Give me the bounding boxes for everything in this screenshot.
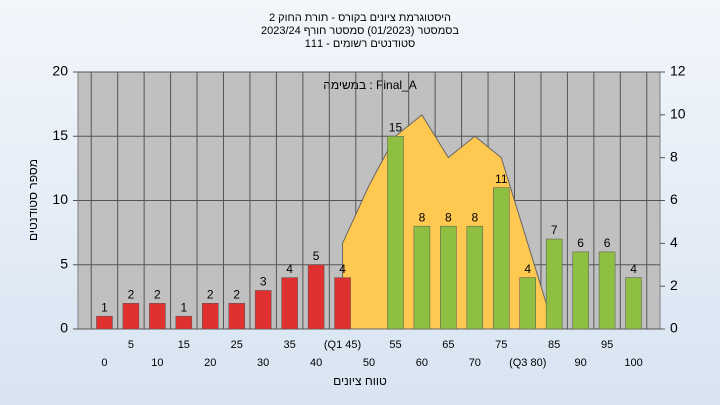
- x-tick-label: 20: [204, 357, 216, 369]
- bar: [440, 225, 457, 330]
- x-axis-label: טווח ציונים: [333, 374, 387, 388]
- y-tick-label: 10: [52, 191, 68, 207]
- x-tick-label: 25: [231, 339, 243, 351]
- y-tick-label: 5: [60, 255, 68, 271]
- bar: [149, 303, 166, 330]
- y-tick-label: 0: [60, 320, 68, 336]
- bar: [122, 303, 140, 330]
- bar: [254, 290, 272, 330]
- value-label: 11: [495, 172, 508, 186]
- x-tick-label: (Q3 80): [509, 357, 546, 369]
- bar: [466, 225, 484, 330]
- x-tick-label: 0: [101, 357, 107, 369]
- x-tick-label: 10: [151, 357, 163, 369]
- y2-tick-label: 8: [670, 148, 678, 164]
- bar: [413, 225, 431, 330]
- value-label: 4: [286, 262, 293, 276]
- value-label: 5: [313, 249, 320, 263]
- x-tick-label: 30: [257, 357, 269, 369]
- y-tick-label: 20: [52, 63, 68, 79]
- x-tick-label: (Q1 45): [324, 339, 361, 351]
- x-tick-label: 50: [363, 357, 375, 369]
- x-tick-label: 75: [495, 339, 507, 351]
- y2-tick-label: 6: [670, 191, 678, 207]
- value-label: 2: [207, 287, 214, 301]
- value-label: 2: [154, 287, 161, 301]
- bar: [334, 277, 351, 330]
- bar: [493, 187, 510, 330]
- x-tick-label: 60: [416, 357, 428, 369]
- x-tick-label: 100: [624, 357, 642, 369]
- x-tick-label: 55: [389, 339, 401, 351]
- value-label: 8: [419, 210, 426, 224]
- y-axis-label: מספר סטודנטים: [26, 159, 40, 241]
- x-tick-label: 5: [128, 339, 134, 351]
- bar: [281, 277, 298, 330]
- value-label: 4: [524, 262, 531, 276]
- x-tick-label: 90: [575, 357, 587, 369]
- x-tick-label: 40: [310, 357, 322, 369]
- chart-title: היסטוגרמת ציונים בקורס - תורת החוק 2: [269, 12, 451, 24]
- bar: [572, 251, 589, 330]
- bar: [307, 264, 325, 330]
- value-label: 2: [128, 287, 135, 301]
- value-label: 8: [471, 210, 478, 224]
- y2-tick-label: 10: [670, 106, 686, 122]
- value-label: 7: [551, 223, 558, 237]
- value-label: 15: [389, 120, 403, 134]
- value-label: 2: [233, 287, 240, 301]
- bar: [96, 315, 113, 330]
- value-label: 1: [180, 300, 187, 314]
- y2-tick-label: 4: [670, 234, 678, 250]
- y2-tick-label: 0: [670, 320, 678, 336]
- value-label: 3: [260, 275, 267, 289]
- x-tick-label: 35: [284, 339, 296, 351]
- x-tick-label: 15: [178, 339, 190, 351]
- value-label: 1: [101, 300, 108, 314]
- bar: [175, 315, 193, 330]
- x-tick-label: 70: [469, 357, 481, 369]
- bar: [545, 238, 563, 330]
- bar: [228, 303, 245, 330]
- value-label: 4: [630, 262, 637, 276]
- bar: [519, 277, 536, 330]
- chart-subtitle: בסמסטר (01/2023) סמסטר חורף 2023/24: [261, 25, 459, 37]
- x-tick-label: 95: [601, 339, 613, 351]
- bar: [625, 277, 642, 330]
- y-tick-label: 15: [52, 127, 68, 143]
- bar: [387, 136, 404, 330]
- annotation: במשימה : Final_A: [323, 78, 417, 92]
- x-tick-label: 65: [442, 339, 454, 351]
- y2-tick-label: 12: [670, 63, 686, 79]
- value-label: 8: [445, 210, 452, 224]
- x-tick-label: 85: [548, 339, 560, 351]
- value-label: 6: [604, 236, 611, 250]
- bar: [202, 303, 219, 330]
- y2-tick-label: 2: [670, 277, 678, 293]
- chart-subtitle: סטודנטים רשומים - 111: [305, 38, 416, 50]
- value-label: 6: [577, 236, 584, 250]
- bar: [598, 251, 616, 330]
- value-label: 4: [339, 262, 346, 276]
